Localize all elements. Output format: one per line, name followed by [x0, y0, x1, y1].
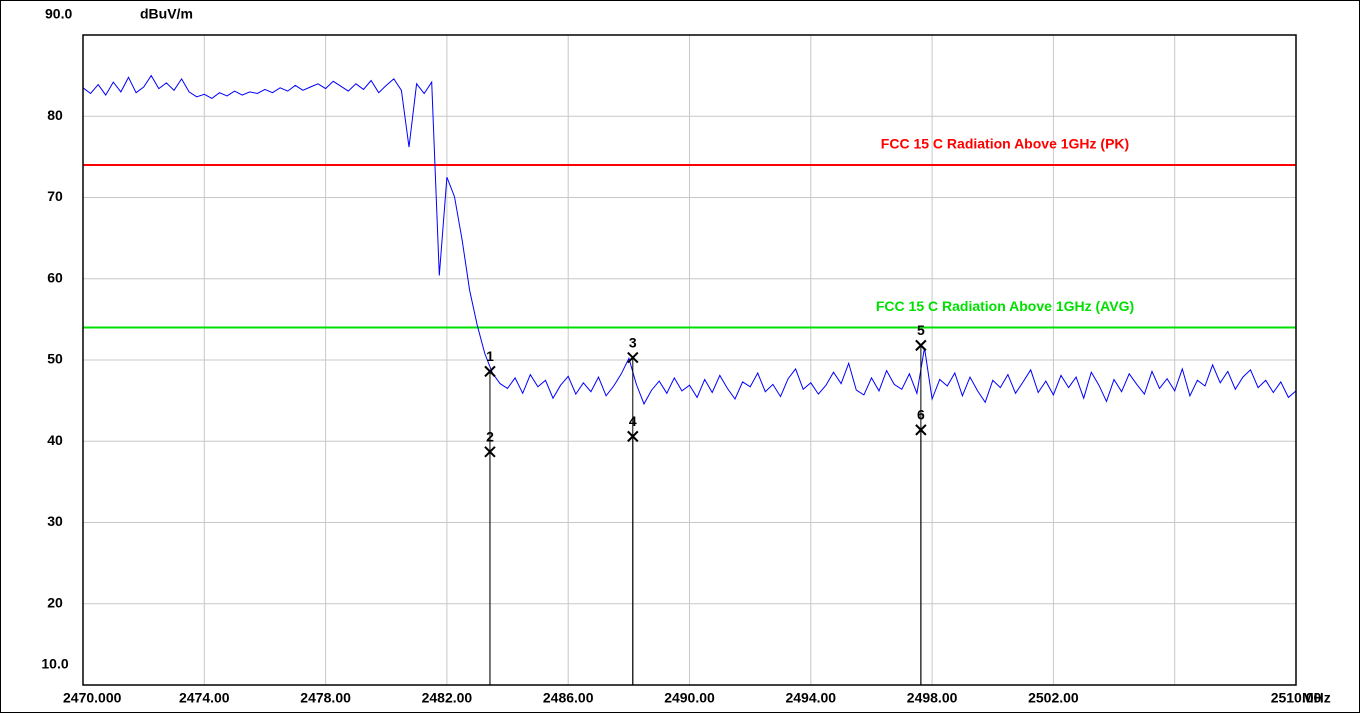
x-tick-label: 2498.00: [907, 690, 958, 706]
x-tick-label: 2474.00: [179, 690, 230, 706]
x-tick-label: 2502.00: [1028, 690, 1079, 706]
x-tick-label: 2510.00: [1271, 690, 1322, 706]
marker-label: 4: [629, 413, 637, 429]
plot-border: [82, 34, 1297, 686]
limit-label: FCC 15 C Radiation Above 1GHz (PK): [881, 136, 1129, 152]
marker-label: 2: [486, 429, 494, 445]
marker: [484, 365, 496, 378]
marker-label: 1: [486, 348, 494, 364]
y-tick-label: 60: [47, 269, 63, 285]
marker-label: 3: [629, 334, 637, 350]
marker-label: 6: [917, 407, 925, 423]
marker: [915, 339, 927, 352]
y-tick-label: 80: [47, 107, 63, 123]
y-tick-label: 70: [47, 188, 63, 204]
y-tick-label: 10.0: [41, 656, 68, 672]
marker: [627, 430, 639, 443]
x-tick-label: 2482.00: [422, 690, 473, 706]
y-tick-label: 20: [47, 594, 63, 610]
trace: [82, 74, 1297, 406]
marker: [915, 424, 927, 436]
y-tick-label: 30: [47, 513, 63, 529]
x-tick-label: 2470.000: [63, 690, 122, 706]
y-tick-label: 90.0: [45, 6, 72, 22]
y-tick-label: 50: [47, 351, 63, 367]
x-tick-label: 2490.00: [664, 690, 715, 706]
marker: [484, 446, 496, 458]
marker-label: 5: [917, 322, 925, 338]
limit-label: FCC 15 C Radiation Above 1GHz (AVG): [876, 298, 1134, 314]
x-tick-label: 2494.00: [785, 690, 836, 706]
x-tick-label: 2486.00: [543, 690, 594, 706]
y-unit: dBuV/m: [140, 6, 193, 22]
y-tick-label: 40: [47, 432, 63, 448]
marker: [627, 351, 639, 364]
x-unit: MHz: [1302, 690, 1331, 706]
x-tick-label: 2478.00: [300, 690, 351, 706]
